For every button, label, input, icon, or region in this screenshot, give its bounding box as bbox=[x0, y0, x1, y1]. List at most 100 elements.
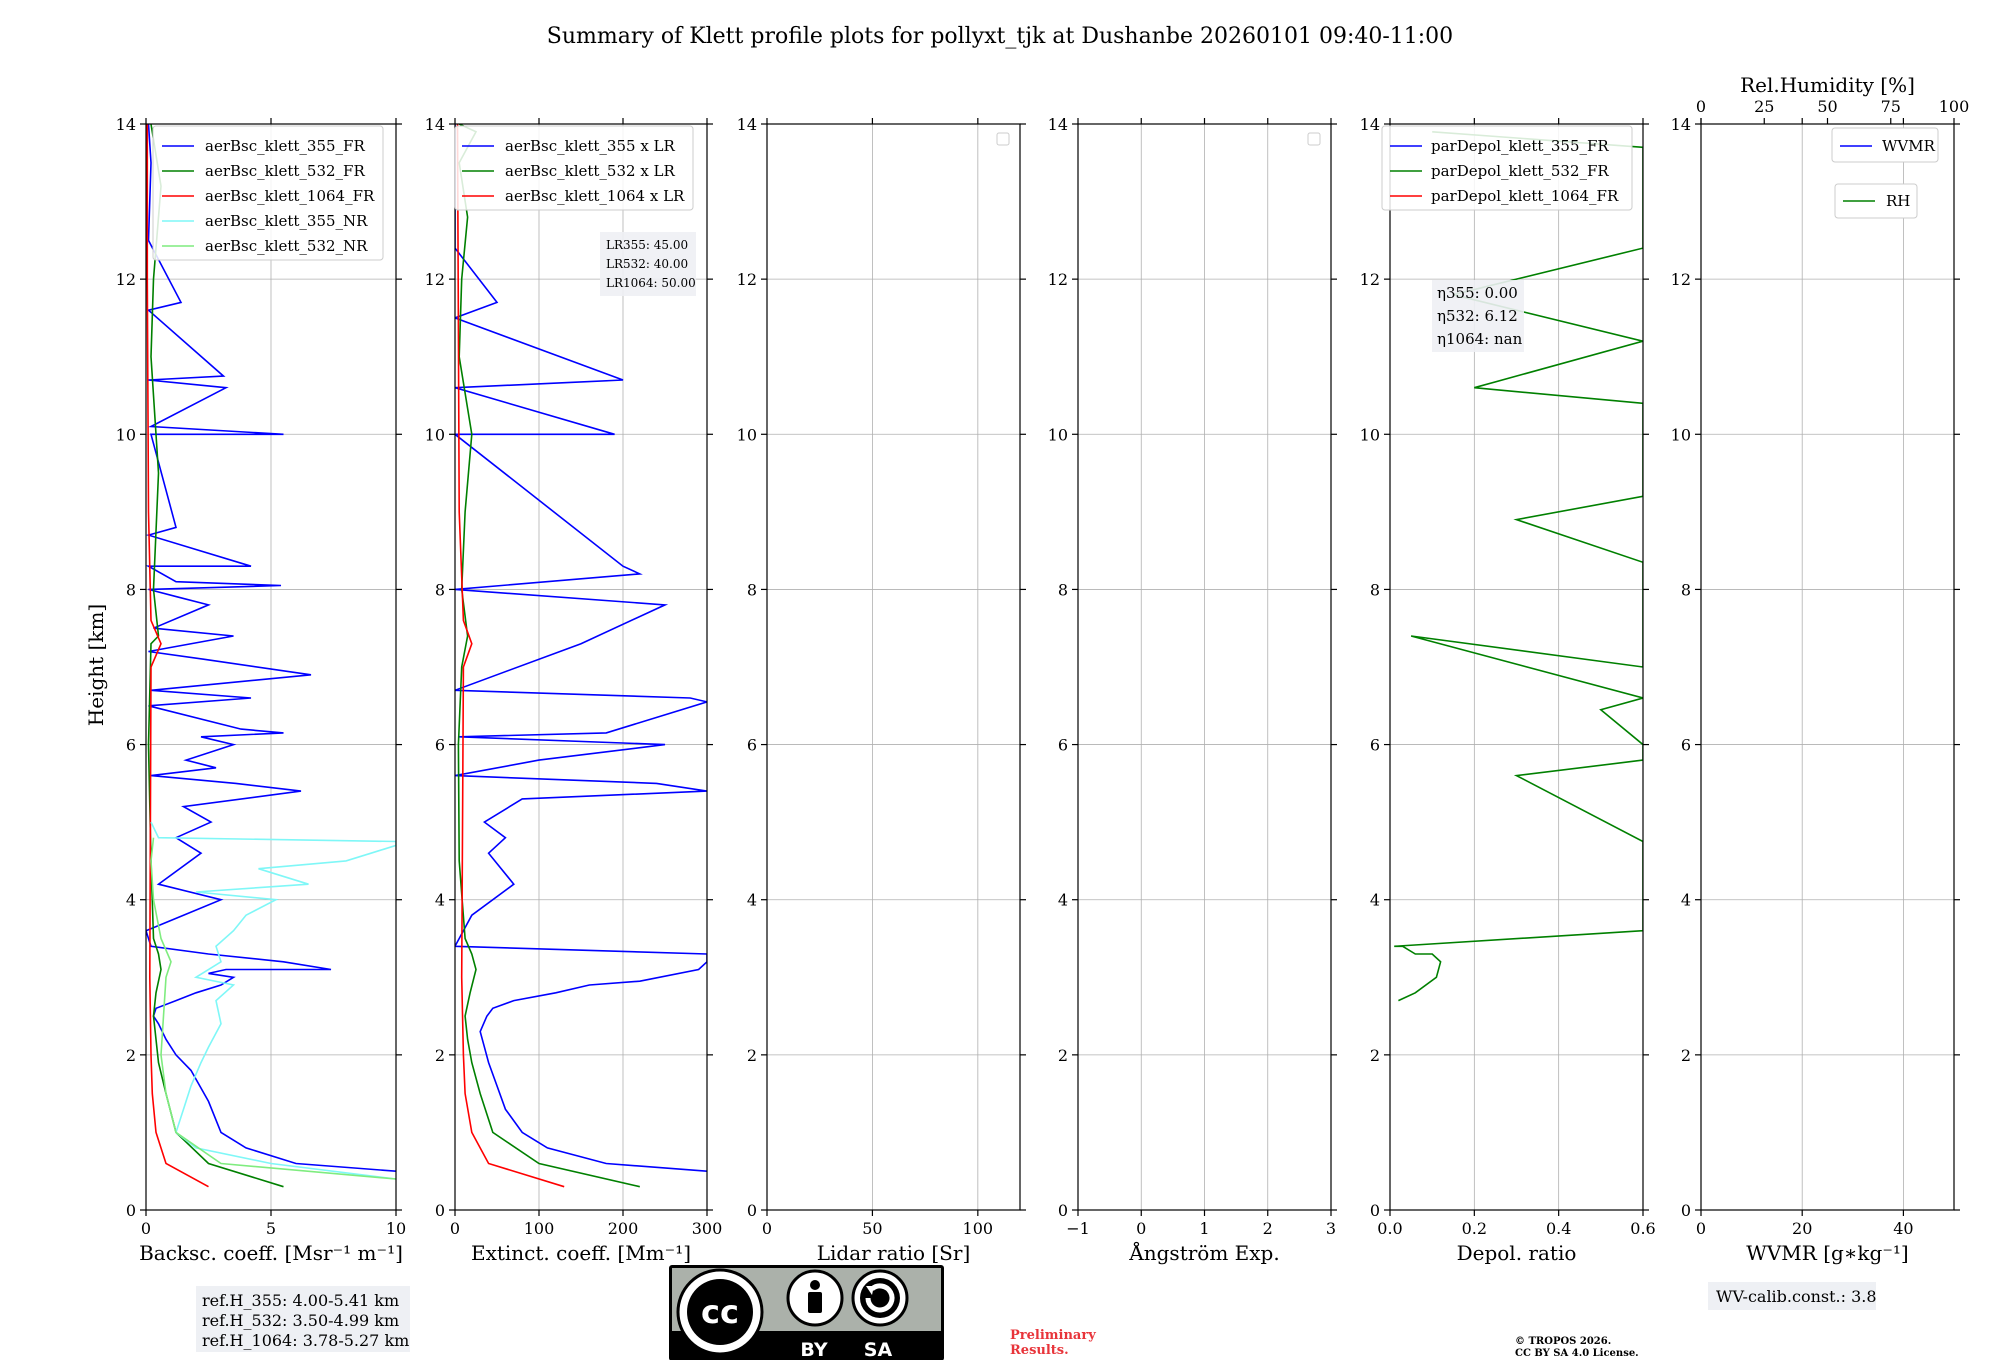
y-tick-label: 2 bbox=[1370, 1046, 1380, 1065]
y-tick-label: 6 bbox=[126, 736, 136, 755]
x-axis-label: Lidar ratio [Sr] bbox=[817, 1241, 971, 1265]
empty-legend-angstrom bbox=[1307, 132, 1321, 146]
x-tick-label: −1 bbox=[1066, 1219, 1090, 1238]
rh-tick-label: 100 bbox=[1939, 97, 1970, 116]
axes-frame bbox=[454, 123, 708, 1211]
y-tick-label: 4 bbox=[1058, 891, 1068, 910]
lr1064: LR1064: 50.00 bbox=[606, 276, 696, 290]
y-tick-label: 12 bbox=[1671, 270, 1691, 289]
y-tick-label: 14 bbox=[1048, 115, 1068, 134]
eta1064: η1064: nan bbox=[1437, 330, 1523, 348]
lidar-ratio-info: LR355: 45.00 LR532: 40.00 LR1064: 50.00 bbox=[600, 232, 696, 296]
series-aerBsc_klett_355_FR bbox=[146, 124, 396, 1172]
series-aerBsc_klett_532 x LR bbox=[457, 124, 640, 1188]
y-tick-label: 0 bbox=[1370, 1201, 1380, 1220]
y-tick-label: 2 bbox=[1058, 1046, 1068, 1065]
y-tick-label: 10 bbox=[1048, 425, 1068, 444]
y-tick-label: 10 bbox=[737, 425, 757, 444]
y-tick-label: 8 bbox=[126, 580, 136, 599]
y-tick-label: 12 bbox=[425, 270, 445, 289]
x-tick-label: 40 bbox=[1893, 1219, 1913, 1238]
series-aerBsc_klett_355_NR bbox=[150, 821, 396, 1180]
x-tick-label: 0.2 bbox=[1462, 1219, 1487, 1238]
copyright-note: CC BY SA 4.0 License. bbox=[1515, 1348, 1639, 1359]
eta532: η532: 6.12 bbox=[1437, 307, 1518, 325]
y-tick-label: 8 bbox=[1058, 580, 1068, 599]
y-tick-label: 0 bbox=[126, 1201, 136, 1220]
x-tick-label: 100 bbox=[524, 1219, 555, 1238]
sa-label: SA bbox=[864, 1339, 893, 1360]
y-tick-label: 8 bbox=[1370, 580, 1380, 599]
series-aerBsc_klett_532_FR bbox=[147, 124, 284, 1188]
y-tick-label: 0 bbox=[1058, 1201, 1068, 1220]
lr355: LR355: 45.00 bbox=[606, 238, 688, 252]
y-tick-label: 4 bbox=[1370, 891, 1380, 910]
y-tick-label: 14 bbox=[737, 115, 757, 134]
series-aerBsc_klett_1064_FR bbox=[146, 124, 209, 1188]
preliminary-note: Preliminary bbox=[1010, 1328, 1096, 1343]
x-tick-label: 0 bbox=[450, 1219, 460, 1238]
y-tick-label: 6 bbox=[1370, 736, 1380, 755]
x-tick-label: 1 bbox=[1199, 1219, 1209, 1238]
legend-label: parDepol_klett_1064_FR bbox=[1431, 187, 1619, 205]
empty-legend-lidar-ratio bbox=[996, 132, 1010, 146]
x-tick-label: 50 bbox=[862, 1219, 882, 1238]
y-tick-label: 10 bbox=[116, 425, 136, 444]
y-tick-label: 0 bbox=[747, 1201, 757, 1220]
ref1064: ref.H_1064: 3.78-5.27 km bbox=[202, 1331, 409, 1350]
x-tick-label: 0 bbox=[762, 1219, 772, 1238]
y-tick-label: 4 bbox=[126, 891, 136, 910]
y-tick-label: 10 bbox=[425, 425, 445, 444]
rh-axis-label: Rel.Humidity [%] bbox=[1740, 73, 1915, 97]
cc-logo-text: cc bbox=[701, 1293, 739, 1331]
y-tick-label: 4 bbox=[1681, 891, 1691, 910]
wv-calibration: WV-calib.const.: 3.8 bbox=[1708, 1282, 1877, 1310]
y-tick-label: 14 bbox=[425, 115, 445, 134]
rh-tick-label: 50 bbox=[1817, 97, 1837, 116]
y-tick-label: 6 bbox=[747, 736, 757, 755]
x-tick-label: 0.6 bbox=[1630, 1219, 1655, 1238]
y-tick-label: 2 bbox=[747, 1046, 757, 1065]
legend-label: aerBsc_klett_532 x LR bbox=[505, 162, 676, 180]
legend-label: aerBsc_klett_1064 x LR bbox=[505, 187, 685, 205]
x-tick-label: 20 bbox=[1792, 1219, 1812, 1238]
x-tick-label: 10 bbox=[386, 1219, 406, 1238]
y-tick-label: 0 bbox=[435, 1201, 445, 1220]
y-tick-label: 14 bbox=[1360, 115, 1380, 134]
legend-label: aerBsc_klett_532_NR bbox=[205, 237, 368, 255]
y-tick-label: 6 bbox=[435, 736, 445, 755]
eta355: η355: 0.00 bbox=[1437, 284, 1518, 302]
legend-label: parDepol_klett_355_FR bbox=[1431, 137, 1609, 155]
panel-1: 0 2 4 6 8 10 12 14 0 5 10 Backsc. coeff. [Msr⁻¹ m⁻¹… bbox=[116, 115, 407, 1265]
y-tick-label: 2 bbox=[126, 1046, 136, 1065]
y-tick-label: 10 bbox=[1671, 425, 1691, 444]
by-label: BY bbox=[800, 1339, 827, 1360]
x-tick-label: 300 bbox=[692, 1219, 723, 1238]
legend-extinction: aerBsc_klett_355 x LR aerBsc_klett_532 x… bbox=[454, 125, 694, 211]
y-axis-label: Height [km] bbox=[84, 604, 108, 726]
axes-frame bbox=[1700, 123, 1955, 1211]
copyright-note: © TROPOS 2026. bbox=[1515, 1336, 1611, 1347]
preliminary-note: Results. bbox=[1010, 1343, 1069, 1358]
series-aerBsc_klett_355 x LR bbox=[455, 124, 707, 1172]
x-tick-label: 100 bbox=[963, 1219, 994, 1238]
y-tick-label: 12 bbox=[116, 270, 136, 289]
x-tick-label: 5 bbox=[266, 1219, 276, 1238]
ref355: ref.H_355: 4.00-5.41 km bbox=[202, 1291, 399, 1310]
x-axis-label: WVMR [g∗kg⁻¹] bbox=[1746, 1241, 1908, 1265]
series-aerBsc_klett_1064 x LR bbox=[456, 124, 565, 1188]
x-tick-label: 0 bbox=[1696, 1219, 1706, 1238]
y-tick-label: 2 bbox=[435, 1046, 445, 1065]
eta-info: η355: 0.00 η532: 6.12 η1064: nan bbox=[1432, 280, 1524, 352]
x-tick-label: 0.4 bbox=[1546, 1219, 1571, 1238]
ref532: ref.H_532: 3.50-4.99 km bbox=[202, 1311, 399, 1330]
rh-tick-label: 0 bbox=[1696, 97, 1706, 116]
x-tick-label: 200 bbox=[608, 1219, 639, 1238]
y-tick-label: 8 bbox=[1681, 580, 1691, 599]
legend-rh: RH bbox=[1834, 183, 1918, 219]
y-tick-label: 14 bbox=[1671, 115, 1691, 134]
x-tick-label: 0.0 bbox=[1377, 1219, 1402, 1238]
